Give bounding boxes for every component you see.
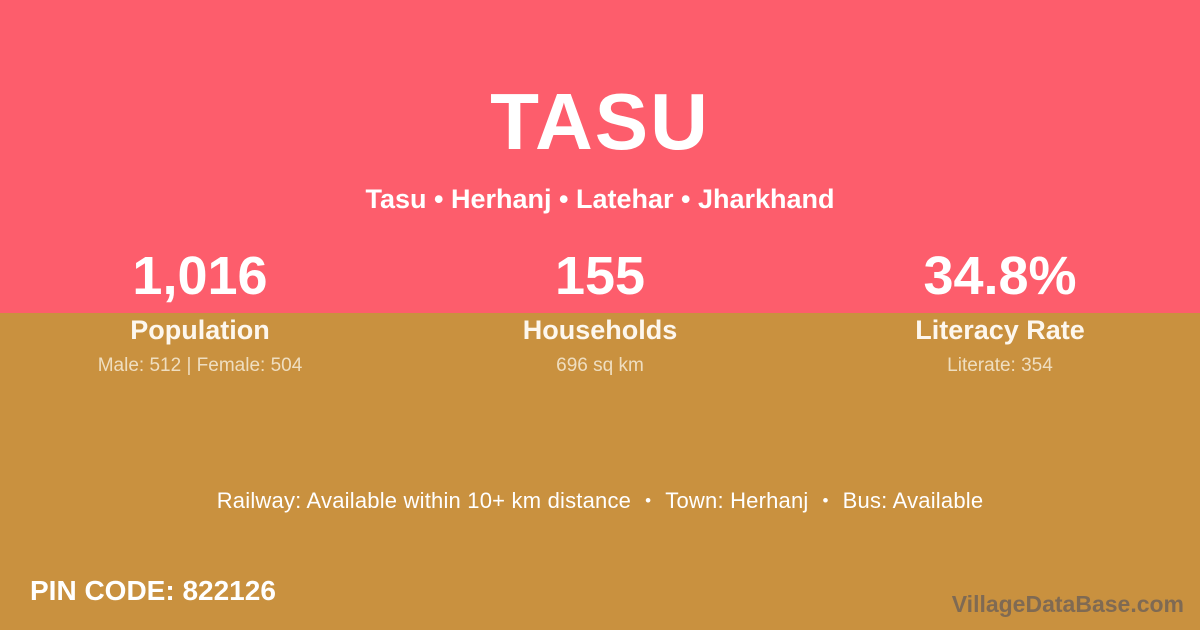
village-title: TASU (490, 77, 710, 166)
town-info: Town: Herhanj (665, 488, 809, 513)
literacy-rate-value: 34.8% (923, 246, 1077, 306)
pin-code: PIN CODE: 822126 (30, 575, 276, 606)
literacy-rate-label: Literacy Rate (915, 315, 1085, 345)
households-value: 155 (554, 246, 646, 306)
bullet-separator: • (645, 491, 652, 510)
transport-info-line: Railway: Available within 10+ km distanc… (0, 488, 1200, 514)
households-label: Households (522, 315, 678, 345)
railway-info: Railway: Available within 10+ km distanc… (216, 488, 632, 513)
bus-info: Bus: Available (842, 488, 984, 513)
households-detail: 696 sq km (556, 355, 644, 376)
population-value: 1,016 (132, 246, 268, 306)
population-detail: Male: 512 | Female: 504 (97, 355, 303, 376)
stat-literacy-rate: 34.8% Literacy Rate Literate: 354 (800, 246, 1200, 376)
stats-row: 1,016 Population Male: 512 | Female: 504… (0, 246, 1200, 376)
watermark: VillageDataBase.com (951, 591, 1184, 617)
population-label: Population (130, 315, 270, 345)
header-band (0, 0, 1200, 313)
stat-population: 1,016 Population Male: 512 | Female: 504 (0, 246, 400, 376)
bullet-separator: • (822, 491, 829, 510)
stat-households: 155 Households 696 sq km (400, 246, 800, 376)
village-location-breadcrumb: Tasu • Herhanj • Latehar • Jharkhand (365, 184, 835, 214)
literacy-rate-detail: Literate: 354 (947, 355, 1053, 376)
